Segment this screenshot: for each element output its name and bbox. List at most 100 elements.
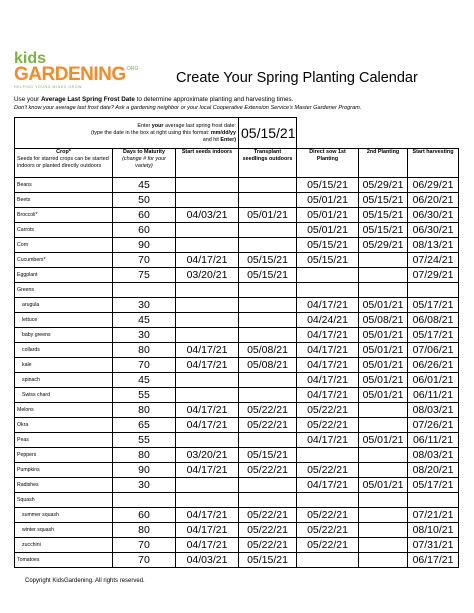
section-row: Squash [14, 492, 459, 508]
date-cell: 05/08/21 [358, 312, 408, 328]
empty-cell [358, 492, 408, 508]
crop-row: Corn 90 05/15/21 05/29/21 08/13/21 [14, 237, 459, 253]
days-to-maturity: 70 [112, 537, 176, 553]
date-cell: 05/15/21 [358, 222, 408, 238]
section-name: Squash [14, 492, 113, 508]
date-cell: 06/26/21 [407, 357, 459, 373]
date-cell: 04/17/21 [175, 507, 239, 523]
date-cell [175, 387, 239, 403]
date-cell: 06/11/21 [407, 387, 459, 403]
date-cell [358, 522, 408, 538]
date-cell [175, 177, 239, 193]
days-to-maturity: 45 [112, 312, 176, 328]
header-note: Seeds for starred crops can be started i… [17, 156, 109, 169]
date-cell: 05/22/21 [238, 522, 297, 538]
empty-cell [407, 282, 459, 298]
prompt-text: average last spring frost date: [164, 122, 236, 129]
days-to-maturity: 70 [112, 252, 176, 268]
date-cell: 07/29/21 [407, 267, 459, 283]
crop-name: Peppers [14, 447, 113, 463]
date-cell: 04/17/21 [175, 402, 239, 418]
date-cell: 07/06/21 [407, 342, 459, 358]
date-cell: 03/20/21 [175, 447, 239, 463]
crop-row: Radishes 30 04/17/21 05/01/21 05/17/21 [14, 477, 459, 493]
crop-name: lettuce [14, 312, 113, 328]
date-cell [358, 537, 408, 553]
date-cell: 07/24/21 [407, 252, 459, 268]
empty-cell [112, 492, 176, 508]
date-cell [238, 297, 297, 313]
date-cell [358, 252, 408, 268]
crop-name: Beets [14, 192, 113, 208]
date-cell: 06/17/21 [407, 552, 459, 568]
prompt-text: (type the date in the box at right using… [90, 129, 210, 136]
date-cell: 04/17/21 [296, 327, 359, 343]
date-cell: 08/20/21 [407, 462, 459, 478]
crop-name: summer squash [14, 507, 113, 523]
date-cell [175, 237, 239, 253]
prompt-text: and hit [202, 136, 219, 143]
logo-kids: kids [14, 50, 47, 67]
crop-row: Peppers 80 03/20/21 05/15/21 08/03/21 [14, 447, 459, 463]
crop-row: Carrots 60 05/01/21 05/15/21 06/30/21 [14, 222, 459, 238]
date-cell [238, 237, 297, 253]
date-cell: 05/01/21 [358, 327, 408, 343]
days-to-maturity: 30 [112, 327, 176, 343]
days-to-maturity: 80 [112, 342, 176, 358]
crop-row: collards 80 04/17/21 05/08/21 04/17/21 05/01/… [14, 342, 459, 358]
date-cell: 05/15/21 [238, 252, 297, 268]
crop-row: Beets 50 05/01/21 05/15/21 06/20/21 [14, 192, 459, 208]
days-to-maturity: 65 [112, 417, 176, 433]
intro: Use your Average Last Spring Frost Date … [14, 96, 464, 112]
date-cell: 05/29/21 [358, 237, 408, 253]
crop-row: summer squash 60 04/17/21 05/22/21 05/22/21 0… [14, 507, 459, 523]
date-cell: 04/24/21 [296, 312, 359, 328]
date-cell: 05/15/21 [296, 252, 359, 268]
days-to-maturity: 30 [112, 297, 176, 313]
crop-row: kale 70 04/17/21 05/08/21 04/17/21 05/01/21 06… [14, 357, 459, 373]
days-to-maturity: 60 [112, 222, 176, 238]
date-cell: 05/17/21 [407, 477, 459, 493]
date-cell [296, 552, 359, 568]
prompt: Enter your average last spring frost dat… [14, 117, 239, 149]
crop-name: Beans [14, 177, 113, 193]
date-cell: 05/15/21 [238, 267, 297, 283]
frost-date-input[interactable]: 05/15/21 [238, 117, 297, 149]
crop-row: zucchini 70 04/17/21 05/22/21 05/22/21 07/31/… [14, 537, 459, 553]
crop-name: Tomatoes [14, 552, 113, 568]
date-cell: 05/15/21 [358, 207, 408, 223]
crop-name: zucchini [14, 537, 113, 553]
empty-cell [296, 492, 359, 508]
section-name: Greens [14, 282, 113, 298]
crop-row: Beans 45 05/15/21 05/29/21 06/29/21 [14, 177, 459, 193]
date-cell: 04/17/21 [175, 462, 239, 478]
date-cell: 05/01/21 [296, 222, 359, 238]
date-cell: 05/01/21 [358, 432, 408, 448]
date-cell: 04/03/21 [175, 207, 239, 223]
date-cell: 05/22/21 [238, 417, 297, 433]
crop-name: Corn [14, 237, 113, 253]
crop-row: spinach 45 04/17/21 05/01/21 06/01/21 [14, 372, 459, 388]
date-cell: 04/17/21 [175, 537, 239, 553]
section-row: Greens [14, 282, 459, 298]
crop-name: Cucumbers* [14, 252, 113, 268]
date-cell: 05/15/21 [238, 552, 297, 568]
date-cell: 06/30/21 [407, 222, 459, 238]
date-cell: 08/03/21 [407, 447, 459, 463]
date-cell: 05/01/21 [296, 207, 359, 223]
date-cell: 06/29/21 [407, 177, 459, 193]
empty-cell [175, 282, 239, 298]
intro-text: Use your [14, 96, 40, 103]
date-cell: 05/08/21 [238, 357, 297, 373]
date-cell: 05/17/21 [407, 327, 459, 343]
date-cell: 05/22/21 [296, 417, 359, 433]
crop-name: kale [14, 357, 113, 373]
crop-name: Broccoli* [14, 207, 113, 223]
date-cell: 04/17/21 [175, 252, 239, 268]
date-cell [358, 462, 408, 478]
date-cell: 07/26/21 [407, 417, 459, 433]
date-cell [238, 372, 297, 388]
days-to-maturity: 70 [112, 357, 176, 373]
crop-name: collards [14, 342, 113, 358]
